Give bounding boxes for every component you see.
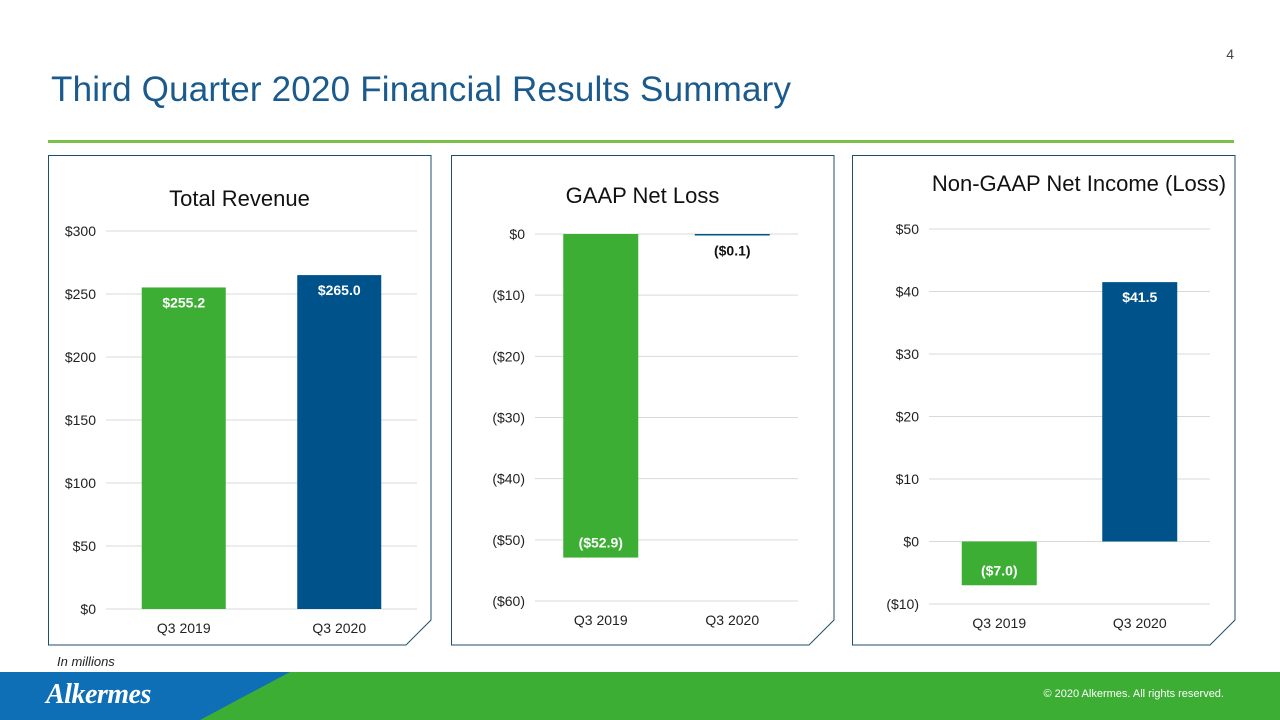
page-title: Third Quarter 2020 Financial Results Sum… <box>51 70 792 109</box>
copyright-text: © 2020 Alkermes. All rights reserved. <box>1043 688 1224 700</box>
y-tick-label: $0 <box>80 601 96 617</box>
y-tick-label: ($30) <box>492 410 525 426</box>
chart-non-gaap-net-income: ($10) $0 $10 $20 $30 $40 $50 ($7.0) Q3 2019 $41.5… <box>886 221 1210 631</box>
y-tick-label: $150 <box>65 412 96 428</box>
panel-frame <box>48 155 432 646</box>
x-tick-label: Q3 2020 <box>1113 615 1167 631</box>
bar-q3-2019 <box>141 287 226 609</box>
panel-non-gaap-net-income: Non-GAAP Net Income (Loss) ($10) $0 $10 $20… <box>852 155 1236 646</box>
y-tick-label: $100 <box>65 475 96 491</box>
y-tick-label: $200 <box>65 349 96 365</box>
y-tick-label: ($40) <box>492 471 525 487</box>
data-label: $265.0 <box>318 282 361 298</box>
data-label: $41.5 <box>1122 289 1157 305</box>
y-tick-label: $50 <box>896 221 920 237</box>
units-footnote: In millions <box>57 654 115 669</box>
y-tick-label: ($20) <box>492 348 525 364</box>
chart-title-total-revenue: Total Revenue <box>169 186 310 211</box>
bar-q3-2019 <box>563 234 639 558</box>
bar-q3-2020 <box>694 234 770 236</box>
bar-q3-2020 <box>297 275 382 609</box>
data-label: $255.2 <box>162 294 205 310</box>
y-tick-label: ($10) <box>886 596 919 612</box>
y-tick-label: $300 <box>65 223 96 239</box>
chart-title-non-gaap-net-income: Non-GAAP Net Income (Loss) <box>931 171 1227 196</box>
panel-gaap-net-loss: GAAP Net Loss $0 ($10) ($20) ($30) ($40) ($50… <box>451 155 835 646</box>
x-tick-label: Q3 2020 <box>705 612 759 628</box>
data-label: ($0.1) <box>714 243 751 259</box>
page-number: 4 <box>1226 46 1234 62</box>
title-divider <box>48 140 1234 143</box>
y-tick-label: $40 <box>896 284 920 300</box>
bar-q3-2020 <box>1102 282 1178 542</box>
panel-frame <box>451 155 835 646</box>
y-tick-label: $20 <box>896 409 920 425</box>
x-tick-label: Q3 2019 <box>157 620 211 636</box>
x-tick-label: Q3 2020 <box>312 620 366 636</box>
chart-gaap-net-loss: $0 ($10) ($20) ($30) ($40) ($50) ($60) ($52.9) Q… <box>492 226 798 628</box>
y-tick-label: ($50) <box>492 532 525 548</box>
x-tick-label: Q3 2019 <box>574 612 628 628</box>
x-tick-label: Q3 2019 <box>972 615 1026 631</box>
panel-total-revenue: Total Revenue $0 $50 $100 $150 $200 $250 $300 $… <box>48 155 432 646</box>
y-tick-label: $250 <box>65 286 96 302</box>
y-tick-label: ($10) <box>492 287 525 303</box>
y-tick-label: $0 <box>903 534 919 550</box>
y-tick-label: $10 <box>896 471 920 487</box>
y-tick-label: $50 <box>73 538 97 554</box>
y-tick-label: ($60) <box>492 593 525 609</box>
alkermes-logo: Alkermes <box>46 679 151 710</box>
panel-frame <box>852 155 1236 646</box>
data-label: ($52.9) <box>579 535 623 551</box>
y-tick-label: $0 <box>509 226 525 242</box>
bar-q3-2019 <box>961 541 1037 586</box>
y-tick-label: $30 <box>896 346 920 362</box>
data-label: ($7.0) <box>981 562 1018 578</box>
chart-total-revenue: $0 $50 $100 $150 $200 $250 $300 $255.2 Q3 2019 $2… <box>65 223 417 636</box>
footer-background <box>0 672 1280 720</box>
footer-bar <box>0 672 1280 720</box>
chart-title-gaap-net-loss: GAAP Net Loss <box>565 183 720 208</box>
